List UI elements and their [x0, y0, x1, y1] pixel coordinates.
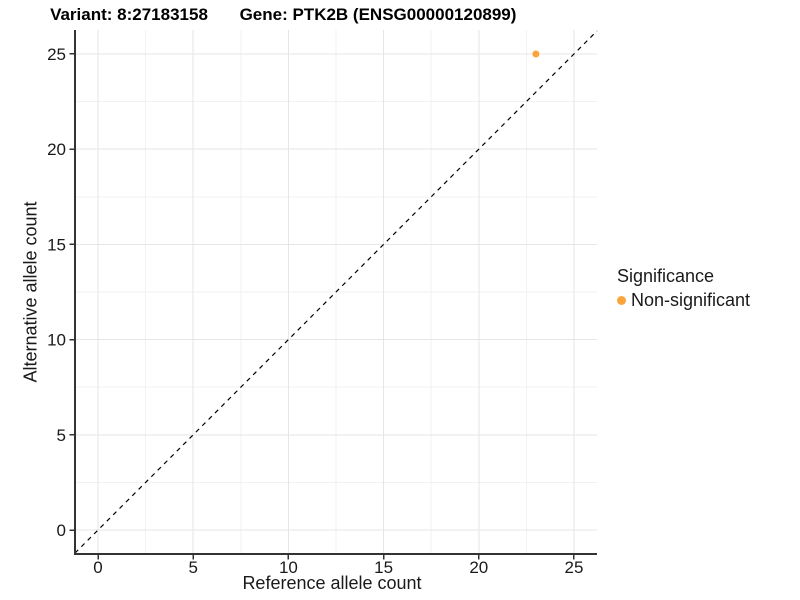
plot-title-variant: Variant: 8:27183158	[50, 5, 208, 24]
y-tick-label: 5	[57, 426, 66, 445]
x-tick-label: 10	[279, 558, 298, 577]
y-tick-label: 20	[47, 140, 66, 159]
x-tick-label: 15	[374, 558, 393, 577]
legend-item-label: Non-significant	[631, 290, 751, 310]
identity-line	[74, 30, 598, 554]
legend-item: Non-significant	[617, 290, 750, 311]
data-point	[532, 50, 540, 58]
x-tick-label: 25	[565, 558, 584, 577]
legend-point-icon	[617, 296, 626, 305]
y-tick-label: 25	[47, 45, 66, 64]
x-tick-label: 20	[469, 558, 488, 577]
x-axis-title: Reference allele count	[242, 573, 422, 593]
legend-title: Significance	[617, 266, 715, 286]
y-tick-label: 10	[47, 331, 66, 350]
y-tick-label: 15	[47, 235, 66, 254]
x-tick-label: 0	[93, 558, 102, 577]
legend: Significance Non-significant	[617, 266, 750, 311]
y-axis-title: Alternative allele count	[20, 201, 41, 383]
plot-title-gene: Gene: PTK2B (ENSG00000120899)	[239, 5, 517, 24]
x-tick-label: 5	[188, 558, 197, 577]
y-tick-label: 0	[57, 521, 66, 540]
